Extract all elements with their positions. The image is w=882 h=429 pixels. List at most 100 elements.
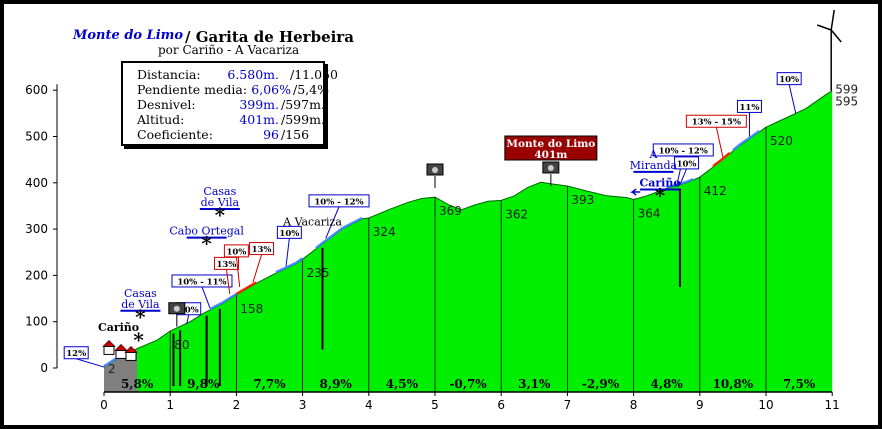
grade-tag-box [652,143,714,157]
steep-section-highlight [209,292,237,310]
segment-grade-label: 8,9% [320,377,353,391]
x-tick-label: 0 [100,398,108,412]
steep-section-highlight [732,129,761,152]
village-roof-icon [102,340,116,347]
stat-total: /5,4% [293,82,329,97]
grade-tag-box [171,274,233,288]
km-altitude-label: 235 [307,266,330,280]
grade-tag-box [776,72,802,86]
village-roof-icon [114,344,128,351]
steep-section-highlight [103,356,118,368]
y-tick-label: 100 [25,315,48,329]
grade-tag-box [674,156,700,170]
place-label: Casas [124,287,157,300]
stat-label: Distancia: [137,67,201,82]
km-altitude-label: 364 [638,206,661,220]
camera-lens-icon [173,305,180,312]
place-label: Cariño [639,177,680,190]
grade-tag-label: 10% [226,247,246,257]
grade-tag-leader [76,358,105,368]
grade-tag-label: 10% - 12% [314,197,363,207]
y-tick-label: 400 [25,176,48,190]
place-label: Cariño [98,321,139,334]
grade-tag-box [685,114,747,128]
x-tick-label: 9 [696,398,704,412]
x-tick-label: 6 [497,398,505,412]
stat-label: Pendiente media: [137,82,248,97]
place-label: de Vila [121,298,160,311]
km-altitude-label: 324 [373,225,396,239]
stat-value: 401m. [239,112,279,127]
grade-tag-box [308,194,370,208]
end-altitude-label: 595 [835,95,858,109]
landmark-star-icon: * [201,232,212,256]
grade-tag-label: 13% - 15% [692,118,741,128]
x-tick-label: 5 [431,398,439,412]
grade-tag-leader [325,206,340,239]
x-tick-label: 3 [299,398,307,412]
subtitle: por Cariño - A Vacariza [158,43,300,57]
km-altitude-label: 412 [704,184,727,198]
stat-value: 399m. [239,97,279,112]
x-tick-label: 2 [233,398,241,412]
camera-lens-icon [547,165,554,171]
segment-grade-label: 3,1% [518,377,551,391]
x-tick-label: 7 [564,398,572,412]
grade-tag-label: 13% [217,260,237,270]
grade-tag-label: 11% [739,103,759,113]
grade-tag-label: 10% [779,75,799,85]
km-altitude-label: 2 [108,362,116,376]
stat-label: Altitud: [137,112,185,127]
stat-label: Coeficiente: [137,127,213,142]
km-altitude-label: 369 [439,204,462,218]
segment-grade-label: 9,8% [187,377,220,391]
grade-tag-label: 10% [279,229,299,239]
title-from: Monte do Limo [73,28,184,43]
km-altitude-label: 599 [835,83,858,97]
place-label: A [648,148,658,161]
stat-total: /11.050 [290,67,338,82]
grade-tag-leader [201,286,211,308]
grade-tag-box [223,244,249,258]
summit-altitude: 401m [534,149,567,161]
segment-grade-label: 7,5% [783,377,816,391]
grade-tag-leader [252,254,263,283]
village-house-icon [115,349,127,359]
grade-tag-label: 10% - 12% [659,146,708,156]
stat-total: /156 [281,127,310,142]
x-tick-label: 4 [365,398,373,412]
title-destination: Garita de Herbeira [190,28,354,46]
y-tick-label: 600 [25,83,48,97]
km-altitude-label: 362 [505,207,528,221]
grade-tag-box [249,242,275,256]
grade-tag-leader [225,269,231,294]
stat-total: /599m. [281,112,325,127]
summit-name: Monte do Limo [506,138,595,150]
x-tick-label: 11 [825,398,840,412]
km-altitude-label: 393 [571,193,594,207]
segment-grade-label: 5,8% [121,377,154,391]
grade-tag-leader [285,238,290,267]
stats-box: Distancia: 6.580m. /11.050 Pendiente media… [121,61,338,146]
x-tick-label: 1 [166,398,174,412]
steep-section-highlight [235,281,257,295]
stat-total: /597m. [281,97,325,112]
grade-tag-leader [679,168,688,185]
steep-section-highlight [712,152,731,167]
y-tick-label: 300 [25,222,48,236]
place-label: Casas [203,185,236,198]
village-house-icon [103,345,115,355]
grade-tag-leader [715,127,724,158]
stat-value: 6,06% [251,82,291,97]
landmark-star-icon: * [135,305,146,329]
grade-tag-box [213,256,239,270]
landmark-star-icon: * [655,184,666,208]
km-altitude-label: 158 [240,302,263,316]
place-label: A Vacariza [282,215,342,228]
grade-tag-box [63,346,89,360]
grade-tag-leader [788,84,797,114]
profile-area [104,90,833,392]
x-tick-label: 10 [758,398,773,412]
